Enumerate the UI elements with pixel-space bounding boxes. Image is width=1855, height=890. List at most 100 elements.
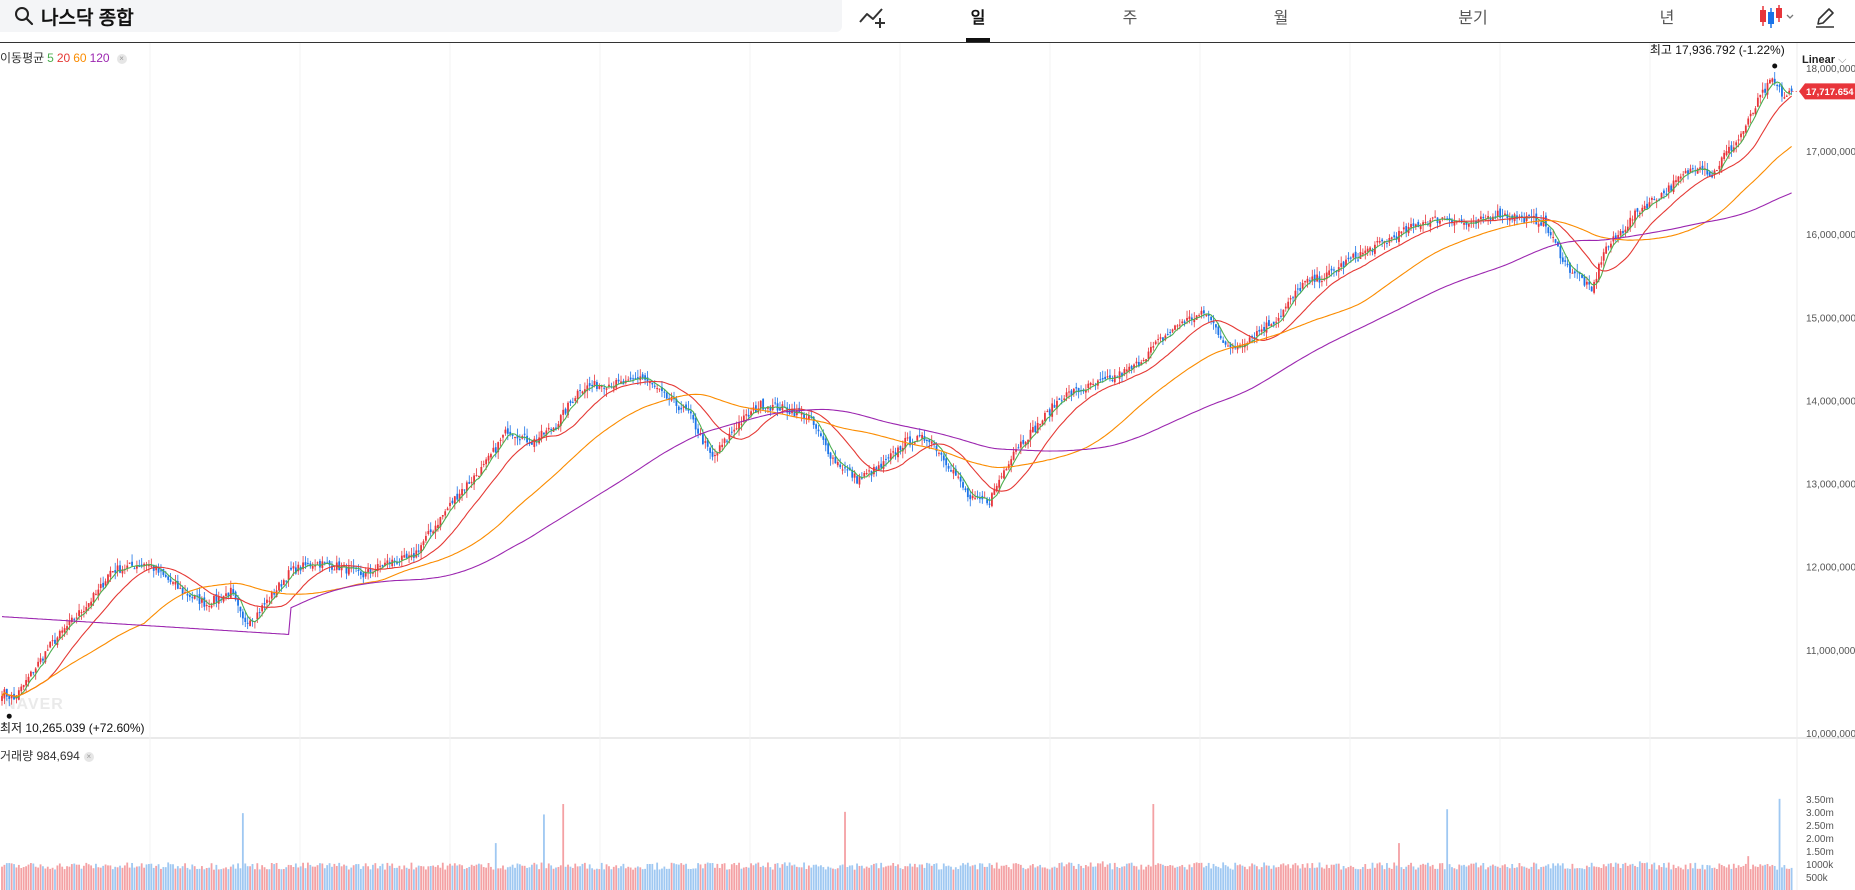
candle-body (1378, 241, 1381, 243)
add-indicator-icon[interactable] (858, 4, 888, 30)
candle-body (270, 591, 273, 599)
tab-period-year[interactable]: 년 (1659, 10, 1675, 27)
candle-body (1333, 269, 1335, 271)
volume-bar (836, 868, 839, 890)
volume-bar (372, 864, 374, 890)
volume-bar (627, 866, 630, 890)
candle-body (1296, 288, 1299, 290)
volume-bar (241, 813, 244, 890)
candle-body (73, 618, 76, 620)
candle-body (1595, 278, 1598, 283)
candle-body (680, 407, 683, 410)
volume-bar (1561, 863, 1564, 890)
candle-body (656, 387, 659, 390)
candle-body (511, 434, 514, 436)
tab-period-quarter[interactable]: 분기 (1458, 10, 1488, 27)
volume-bar (1740, 866, 1742, 890)
volume-bar (1585, 865, 1588, 890)
candle-body (1465, 221, 1468, 225)
candle-body (1118, 371, 1121, 379)
candle-body (745, 414, 748, 416)
volume-bar (1005, 864, 1008, 890)
candle-body (1581, 274, 1583, 278)
tab-period-month[interactable]: 월 (1273, 10, 1289, 27)
close-icon[interactable]: × (83, 751, 94, 762)
volume-bar (123, 865, 126, 890)
scale-selector[interactable]: Linear ⌵ (1802, 54, 1846, 67)
volume-bar (615, 865, 618, 890)
volume-bar (258, 869, 261, 890)
volume-bar (287, 864, 290, 890)
volume-bar (412, 869, 415, 890)
candle-body (853, 473, 856, 478)
volume-bar (1135, 866, 1138, 890)
candle-body (95, 593, 97, 595)
volume-bar (776, 863, 779, 890)
volume-bar (155, 865, 158, 890)
moving-average-legend: 이동평균 5 20 60 120 × (0, 49, 130, 66)
pencil-icon[interactable] (1812, 4, 1838, 30)
volume-bar (1003, 865, 1005, 890)
volume-bar (270, 862, 273, 890)
volume-bar (1400, 867, 1403, 890)
candle-body (571, 401, 574, 403)
volume-bar (547, 863, 550, 890)
volume-bar (487, 863, 490, 890)
candle-body (636, 377, 639, 379)
volume-bar (1304, 867, 1306, 890)
volume-bar (1039, 864, 1042, 890)
volume-bar (860, 865, 863, 890)
candle-body (234, 591, 237, 600)
volume-bar (649, 864, 651, 890)
candle-body (306, 562, 309, 564)
volume-bar (1583, 869, 1586, 890)
candle-body (1696, 168, 1699, 174)
candle-body (550, 429, 553, 431)
volume-bar (550, 865, 553, 890)
candlestick-icon[interactable] (1757, 2, 1797, 32)
volume-bar (863, 868, 866, 890)
volume-bar (646, 864, 649, 890)
volume-bar (603, 869, 606, 890)
candle-body (1258, 329, 1261, 332)
candle-body (446, 508, 449, 511)
candle-body (1381, 239, 1384, 242)
active-tab-indicator (966, 38, 990, 42)
price-chart[interactable]: 10,000,000 11,000,000 12,000,000 13,000,000… (0, 43, 1855, 890)
volume-bar (1012, 863, 1015, 890)
tab-period-week[interactable]: 주 (1122, 10, 1138, 27)
candle-body (1735, 142, 1738, 146)
candle-body (1624, 229, 1627, 233)
volume-bar (1082, 868, 1085, 890)
volume-bar (576, 866, 579, 890)
candle-body (1188, 316, 1191, 320)
volume-bar (1713, 867, 1716, 890)
candle-body (1133, 364, 1135, 369)
volume-bar (1128, 863, 1131, 890)
candle-body (463, 489, 466, 491)
volume-bar (453, 863, 456, 890)
volume-bar (30, 863, 32, 890)
candle-body (1670, 185, 1673, 191)
volume-bar (232, 864, 235, 890)
candle-body (889, 453, 892, 460)
candle-body (311, 565, 314, 569)
candle-body (1393, 235, 1396, 238)
volume-bar (335, 865, 338, 890)
candle-body (201, 598, 203, 603)
volume-bar (1499, 867, 1502, 890)
search-input[interactable]: 나스닥 종합 (41, 8, 134, 29)
close-icon[interactable]: × (116, 53, 127, 64)
candle-body (543, 432, 545, 435)
candle-body (964, 488, 967, 491)
candle-body (225, 593, 227, 597)
candle-body (437, 524, 439, 529)
candle-body (685, 404, 687, 410)
tab-period-day[interactable]: 일 (970, 10, 986, 27)
volume-bar (425, 869, 427, 890)
volume-bar (1701, 864, 1704, 890)
search-box[interactable]: 나스닥 종합 (0, 0, 842, 32)
candle-body (1015, 449, 1017, 452)
volume-bar (923, 867, 926, 890)
volume-bar (839, 865, 842, 890)
